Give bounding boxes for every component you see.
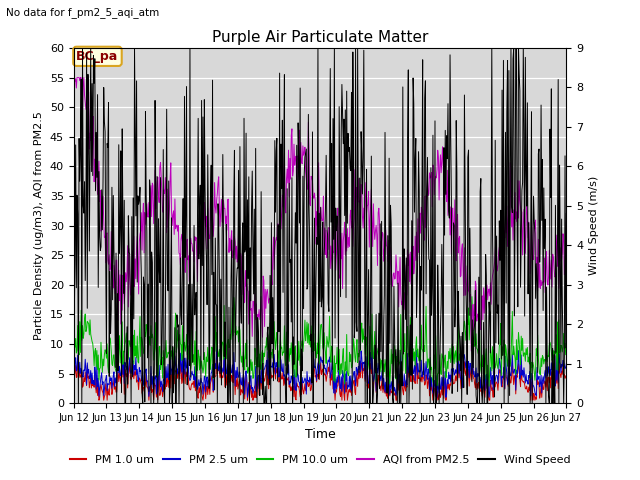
Y-axis label: Particle Density (ug/m3), AQI from PM2.5: Particle Density (ug/m3), AQI from PM2.5 bbox=[34, 111, 44, 340]
Title: Purple Air Particulate Matter: Purple Air Particulate Matter bbox=[212, 30, 428, 46]
Text: BC_pa: BC_pa bbox=[76, 50, 118, 63]
Y-axis label: Wind Speed (m/s): Wind Speed (m/s) bbox=[589, 176, 599, 275]
Text: No data for f_pm2_5_aqi_atm: No data for f_pm2_5_aqi_atm bbox=[6, 7, 159, 18]
X-axis label: Time: Time bbox=[305, 429, 335, 442]
Legend: PM 1.0 um, PM 2.5 um, PM 10.0 um, AQI from PM2.5, Wind Speed: PM 1.0 um, PM 2.5 um, PM 10.0 um, AQI fr… bbox=[65, 451, 575, 469]
